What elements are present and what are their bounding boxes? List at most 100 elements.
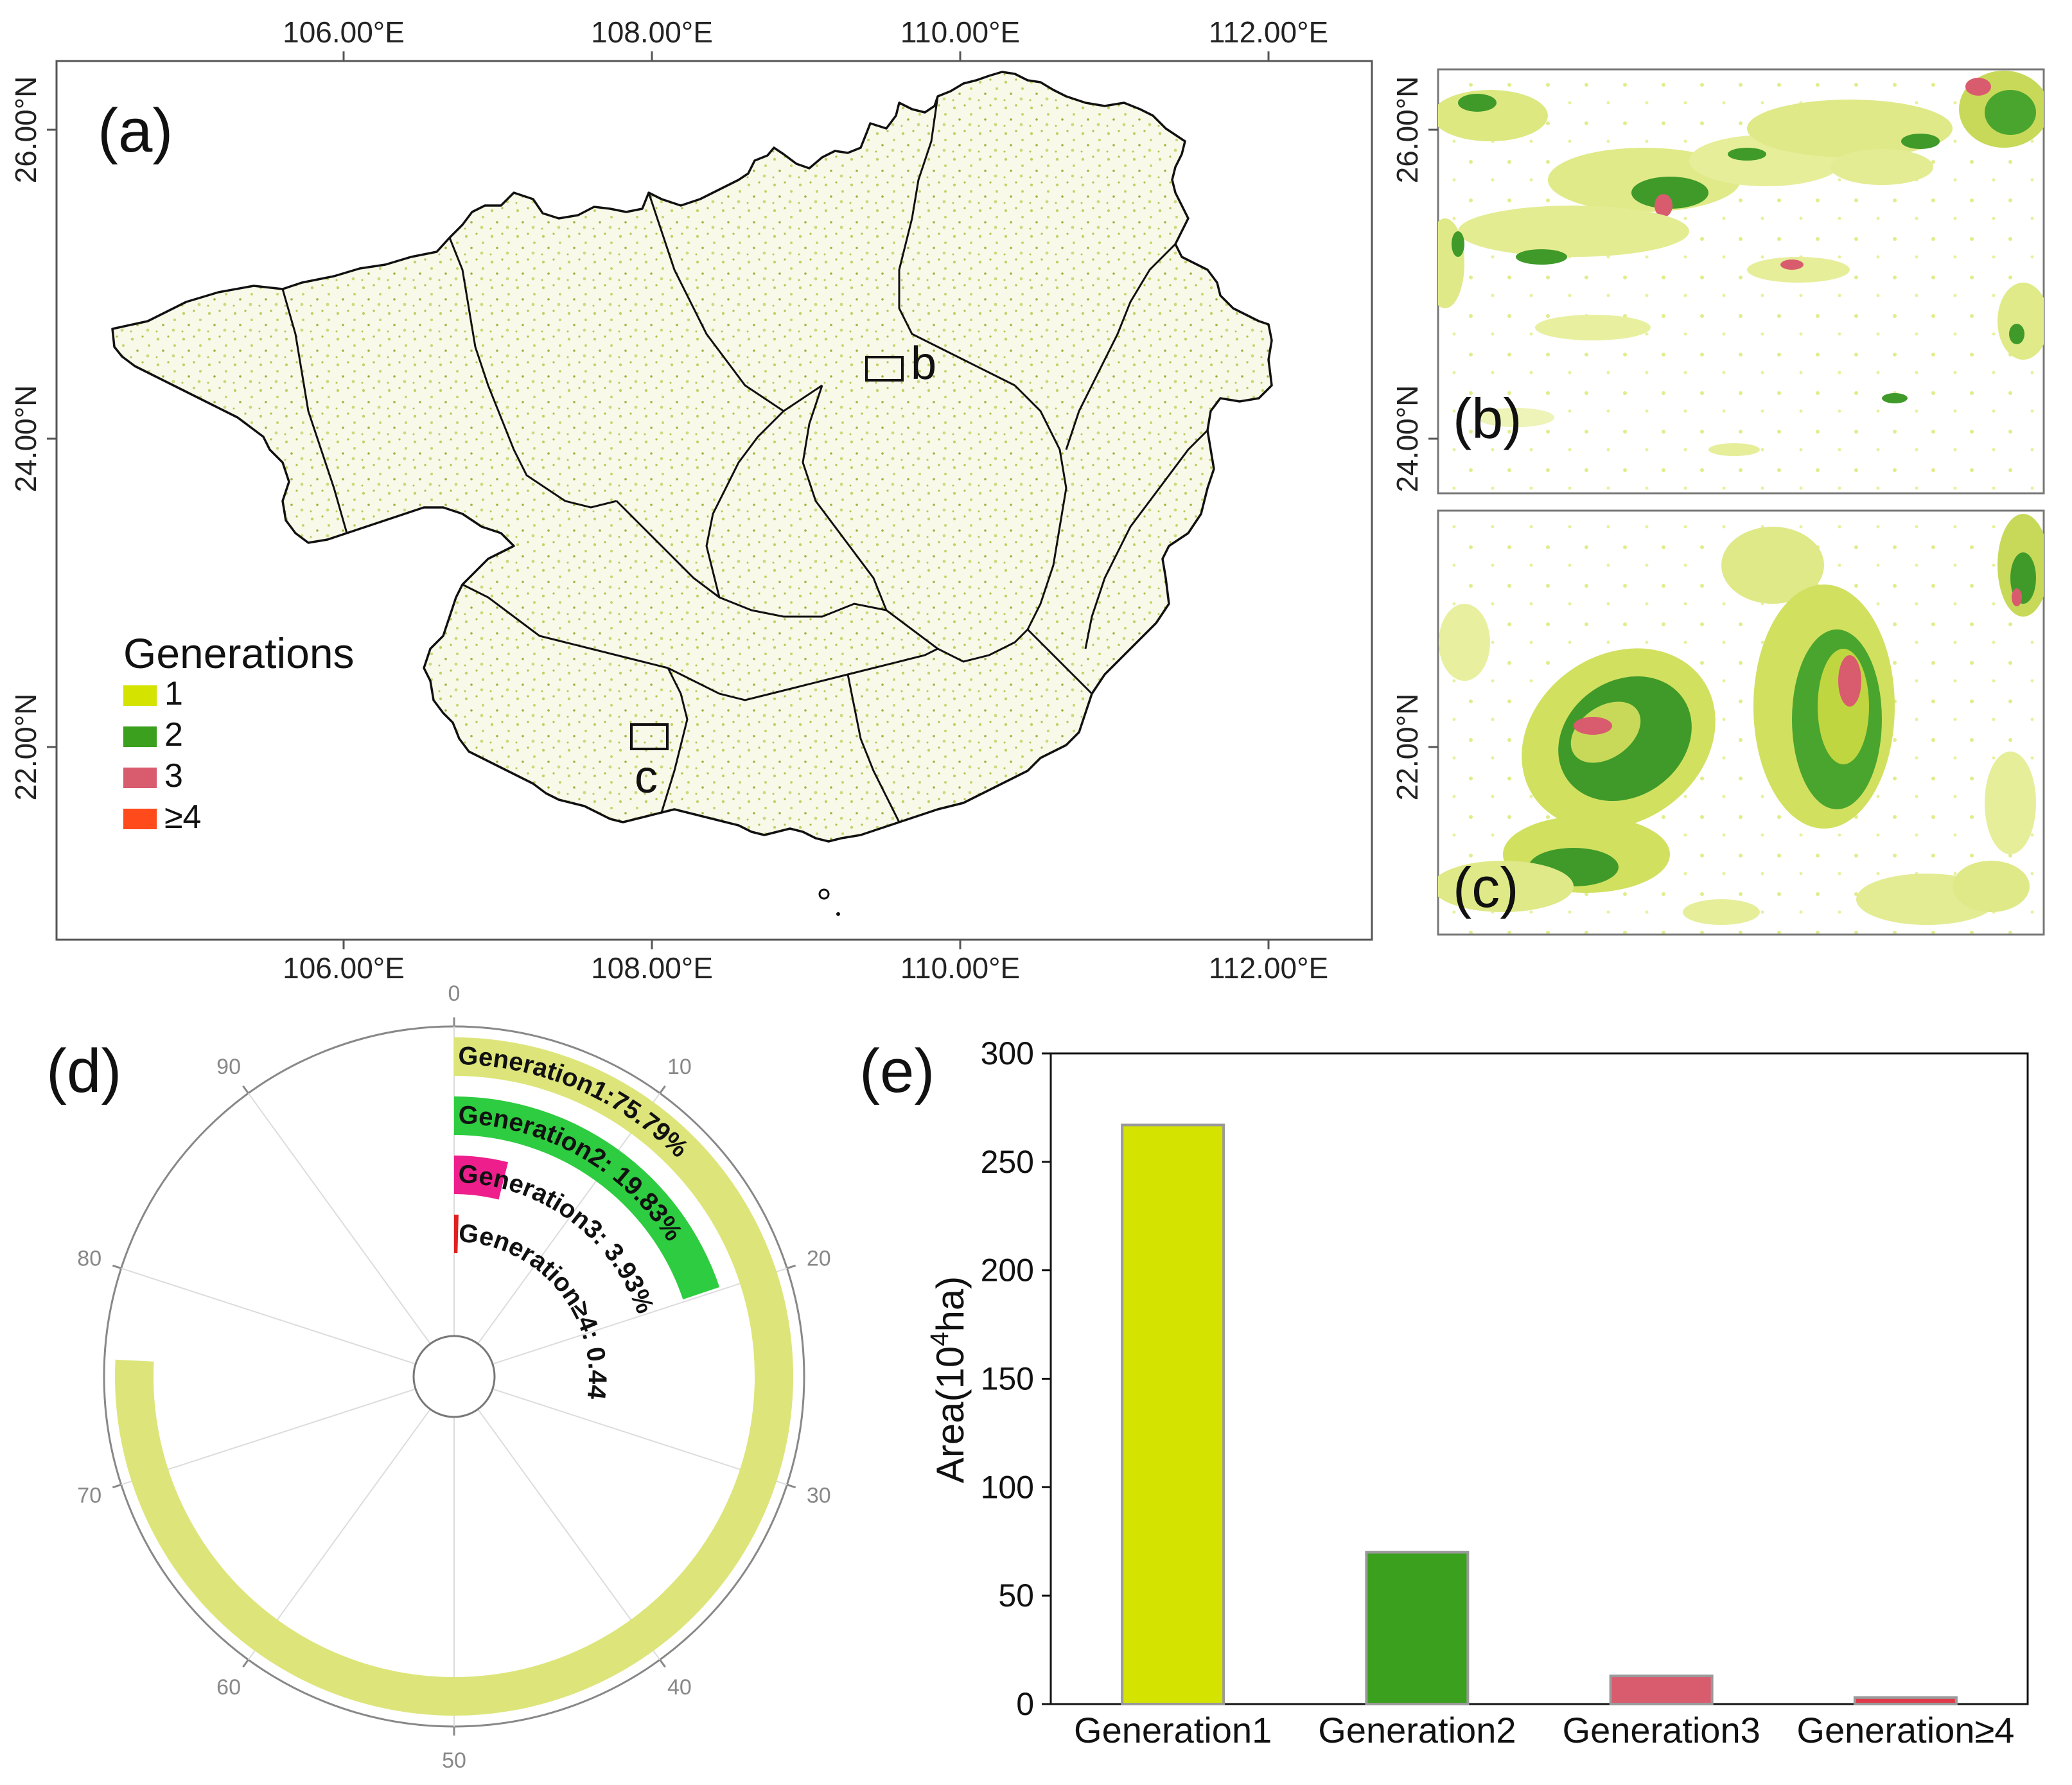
legend-swatch-1: [123, 685, 157, 706]
legend-label-4: ≥4: [164, 798, 201, 836]
radial-tick-label: 90: [216, 1055, 241, 1079]
bar-3: [1609, 1675, 1714, 1705]
inset-c-letter: c: [635, 752, 658, 803]
lon-tick-label: 106.00°E: [283, 15, 405, 49]
panel-a-label: (a): [98, 96, 173, 165]
y-tick-label: 100: [981, 1469, 1034, 1505]
x-tick-label: Generation1: [1074, 1710, 1272, 1750]
lon-tick-label: 110.00°E: [900, 15, 1020, 49]
y-axis-label-end: ha): [929, 1276, 972, 1332]
y-tick-label: 200: [981, 1253, 1034, 1288]
y-axis: 0 50 100 150 200 250 300: [981, 1035, 1051, 1722]
lat-tick-label: 26.00°N: [9, 76, 42, 184]
radial-tick-mark: [659, 1085, 666, 1094]
lat-tick-label: 26.00°N: [1391, 76, 1424, 184]
y-tick-label: 250: [981, 1144, 1034, 1180]
lon-tick-label: 112.00°E: [1209, 15, 1328, 49]
panel-d-label: (d): [46, 1037, 121, 1105]
bar-4: [1853, 1696, 1958, 1706]
lat-tick-label: 22.00°N: [1391, 694, 1424, 801]
radial-gridline: [121, 1388, 416, 1486]
radial-tick-mark: [112, 1264, 122, 1270]
y-axis-label-sup: 4: [926, 1332, 954, 1346]
y-axis-label-main: Area(10: [929, 1346, 972, 1483]
x-tick-label: Generation2: [1318, 1710, 1516, 1750]
panel-a: 106.00°E 108.00°E 110.00°E 112.00°E 106.…: [9, 15, 1373, 985]
y-axis-label: Area(104ha): [926, 1276, 972, 1483]
panel-c-label: (c): [1453, 856, 1519, 919]
legend-swatch-3: [123, 768, 157, 788]
x-tick-label: Generation3: [1563, 1710, 1760, 1750]
lat-tick-label: 24.00°N: [9, 385, 42, 493]
inset-b-letter: b: [911, 338, 936, 389]
x-tick-label: Generation≥4: [1796, 1710, 2014, 1750]
map-legend: Generations 1 2 3 ≥4: [123, 629, 355, 836]
lon-tick-label: 108.00°E: [591, 951, 713, 985]
radial-tick-label: 30: [807, 1483, 831, 1508]
lon-tick-label: 112.00°E: [1209, 951, 1328, 985]
radial-tick-label: 10: [667, 1055, 692, 1079]
radial-gridline: [477, 1093, 661, 1344]
bar-1: [1121, 1123, 1225, 1706]
lon-tick-label: 110.00°E: [900, 951, 1020, 985]
radial-bar-4: [454, 1215, 459, 1254]
radial-tick-mark: [242, 1659, 249, 1668]
radial-tick-mark: [112, 1483, 122, 1489]
panel-c-raster: [1438, 514, 2044, 925]
radial-tick-label: 20: [807, 1247, 831, 1271]
radial-gridline: [477, 1409, 661, 1660]
radial-tick-label: 70: [77, 1483, 101, 1508]
bar-2: [1365, 1551, 1470, 1705]
y-tick-label: 50: [998, 1578, 1034, 1614]
radial-gridline: [247, 1093, 431, 1344]
panel-e-label: (e): [859, 1037, 935, 1105]
radial-bars: [115, 1037, 794, 1716]
lat-tick-label: 22.00°N: [9, 694, 42, 801]
radial-gridline: [247, 1409, 431, 1660]
lon-tick-label: 106.00°E: [283, 951, 405, 985]
legend-label-3: 3: [164, 757, 183, 795]
panel-b-label: (b): [1453, 387, 1522, 450]
legend-swatch-2: [123, 726, 157, 747]
legend-label-2: 2: [164, 716, 183, 753]
radial-tick-label: 40: [667, 1675, 692, 1700]
panel-b-raster: [1438, 71, 2044, 456]
radial-bar-2: [454, 1096, 720, 1299]
radial-gridline: [492, 1267, 787, 1365]
radial-tick-mark: [786, 1264, 796, 1270]
legend-title: Generations: [123, 629, 355, 677]
radial-tick-mark: [786, 1483, 796, 1489]
radial-inner-hole: [412, 1335, 496, 1418]
radial-gridline: [121, 1267, 416, 1365]
radial-tick-label: 50: [442, 1748, 466, 1773]
radial-gridline: [492, 1388, 787, 1486]
lat-tick-label: 24.00°N: [1391, 385, 1424, 493]
lon-ticks-bottom: 106.00°E 108.00°E 110.00°E 112.00°E: [283, 940, 1328, 985]
y-tick-label: 300: [981, 1035, 1034, 1071]
inset-b-locator[interactable]: [865, 356, 904, 382]
radial-tick-label: 80: [77, 1247, 101, 1271]
radial-gridlines: [121, 1026, 787, 1727]
radial-tick-label: 0: [448, 981, 461, 1006]
bars: [1121, 1123, 1958, 1706]
lon-ticks-top: 106.00°E 108.00°E 110.00°E 112.00°E: [283, 15, 1328, 61]
radial-bar-3: [454, 1156, 509, 1200]
panel-b: (b) 26.00°N 24.00°N: [1391, 68, 2045, 495]
island: [836, 912, 840, 916]
province-outline: [111, 71, 1273, 843]
legend-label-1: 1: [164, 675, 183, 712]
y-tick-label: 150: [981, 1361, 1034, 1397]
x-axis-labels: Generation1 Generation2 Generation3 Generat…: [1074, 1710, 2014, 1750]
inset-c-locator[interactable]: [630, 723, 669, 750]
island: [818, 888, 830, 900]
radial-ticks: 0 10 20 30 40 50 60 70 80 90: [77, 981, 830, 1773]
panel-c: (c) 22.00°N: [1391, 509, 2045, 936]
prefecture-boundaries: [281, 96, 1209, 823]
lat-ticks-left: 26.00°N 24.00°N 22.00°N: [9, 76, 57, 801]
radial-tick-label: 60: [216, 1675, 241, 1700]
lon-tick-label: 108.00°E: [591, 15, 713, 49]
radial-tick-mark: [242, 1085, 249, 1094]
legend-swatch-4: [123, 809, 157, 829]
